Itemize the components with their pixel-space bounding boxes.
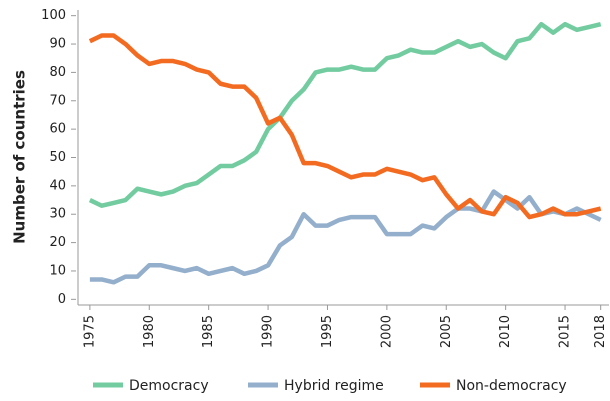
x-tick-label: 2015 <box>558 315 573 348</box>
x-tick-label: 2018 <box>593 315 608 348</box>
y-tick-label: 40 <box>49 178 66 193</box>
y-tick-label: 100 <box>41 8 66 23</box>
y-tick-label: 50 <box>49 150 66 165</box>
x-tick-label: 1995 <box>320 315 335 348</box>
x-tick-label: 2005 <box>439 315 454 348</box>
y-tick-label: 80 <box>49 65 66 80</box>
legend-label: Hybrid regime <box>284 378 384 394</box>
x-tick-label: 2010 <box>498 315 513 348</box>
series-line <box>89 189 602 285</box>
y-tick-label: 20 <box>49 235 66 250</box>
series-line <box>88 21 602 208</box>
legend-label: Democracy <box>129 378 209 394</box>
x-tick-label: 1985 <box>201 315 216 348</box>
series-line <box>88 33 602 220</box>
y-axis-label: Number of countries <box>11 70 29 244</box>
x-tick-label: 1980 <box>142 315 157 348</box>
x-tick-label: 1990 <box>261 315 276 348</box>
y-tick-label: 10 <box>49 263 66 278</box>
x-tick-label: 2000 <box>379 315 394 348</box>
x-tick-label: 1975 <box>82 315 97 348</box>
y-tick-label: 60 <box>49 122 66 137</box>
y-tick-label: 90 <box>49 37 66 52</box>
legend-label: Non-democracy <box>456 378 567 394</box>
y-tick-label: 0 <box>58 292 66 307</box>
y-tick-label: 70 <box>49 93 66 108</box>
y-tick-label: 30 <box>49 207 66 222</box>
